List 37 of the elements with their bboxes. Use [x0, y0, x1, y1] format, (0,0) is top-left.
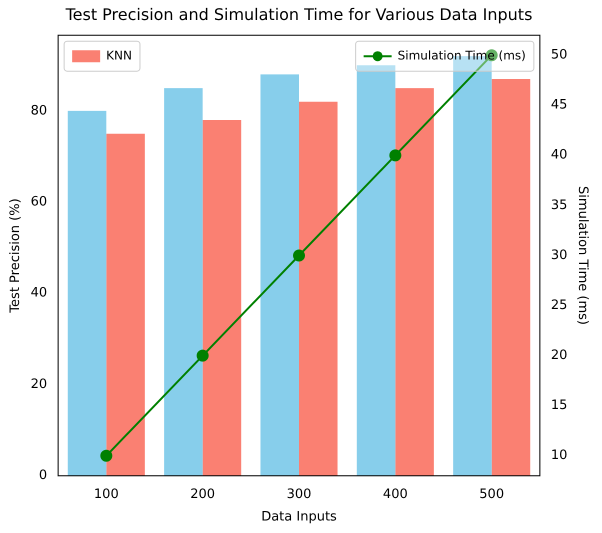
- y2-tick-label: 25: [550, 298, 568, 313]
- bar: [395, 88, 434, 476]
- y2-tick-label: 45: [550, 98, 568, 113]
- y-tick-label: 40: [30, 286, 48, 301]
- bar: [106, 134, 145, 476]
- y-axis-title: Test Precision (%): [8, 198, 24, 314]
- point: [100, 450, 112, 462]
- bar: [68, 110, 106, 476]
- y2-axis-title: Simulation Time (ms): [574, 186, 590, 325]
- y-tick-label: 80: [30, 103, 48, 118]
- x-axis-title: Data Inputs: [261, 510, 338, 525]
- bar: [260, 74, 299, 476]
- y-tick-label: 60: [30, 194, 48, 210]
- legend-label: KNN: [106, 48, 132, 62]
- y2-tick-label: 35: [550, 198, 568, 213]
- y-tick-label: 0: [38, 468, 48, 484]
- bar: [299, 102, 338, 476]
- bar: [492, 78, 530, 476]
- y2-tick-label: 50: [550, 48, 568, 63]
- y2-tick-label: 10: [550, 448, 568, 464]
- x-tick-label: 300: [286, 486, 312, 502]
- point: [196, 350, 209, 362]
- bar: [202, 120, 242, 476]
- y-tick-label: 20: [30, 376, 48, 392]
- x-tick-label: 100: [94, 486, 119, 502]
- y2-tick-label: 30: [550, 248, 568, 263]
- point: [389, 149, 402, 162]
- chart-title: Test Precision and Simulation Time for Various Data Inputs: [64, 4, 532, 24]
- x-tick-label: 400: [382, 486, 408, 502]
- x-tick-label: 200: [190, 486, 216, 502]
- y2-tick-label: 15: [550, 398, 568, 414]
- y2-tick-label: 20: [550, 348, 568, 364]
- y2-tick-label: 40: [550, 148, 568, 163]
- bar: [164, 88, 203, 476]
- x-tick-label: 500: [479, 486, 504, 502]
- bar: [356, 65, 396, 476]
- point: [293, 250, 305, 262]
